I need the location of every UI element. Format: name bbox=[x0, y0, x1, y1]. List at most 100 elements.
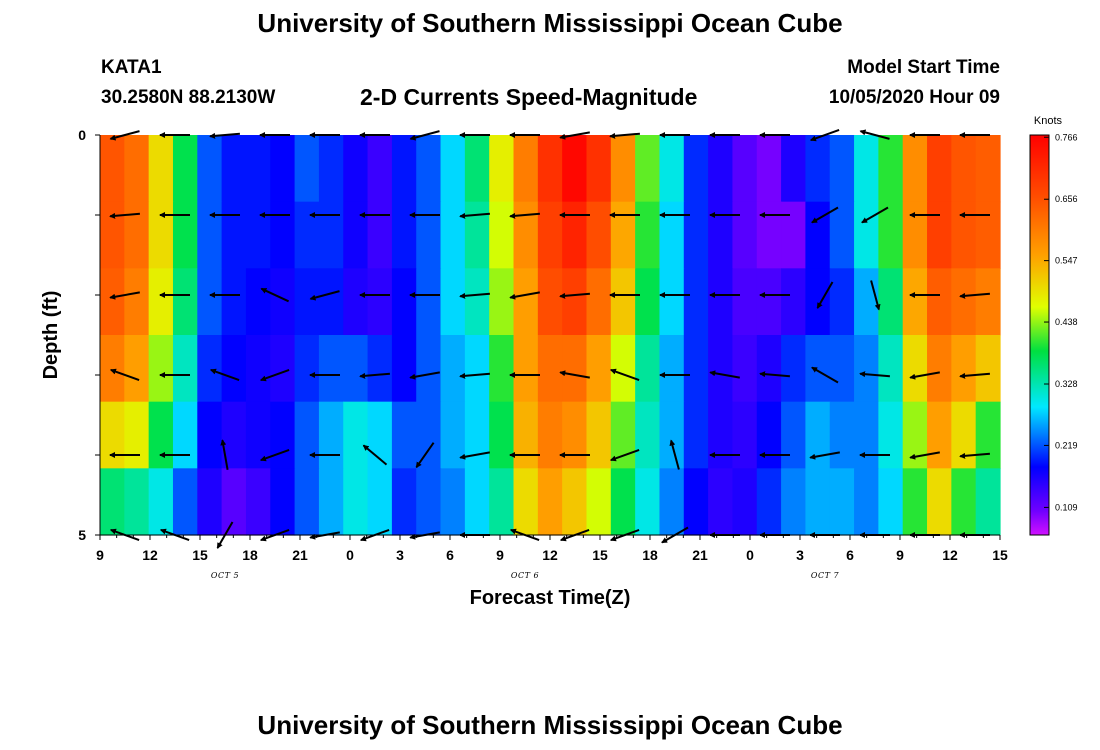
heatmap-cell bbox=[513, 468, 539, 536]
colorbar-tick-label: 0.547 bbox=[1055, 256, 1078, 266]
heatmap-cell bbox=[245, 201, 271, 269]
heatmap-cell bbox=[586, 468, 612, 536]
heatmap-cell bbox=[489, 468, 515, 536]
heatmap-cell bbox=[854, 468, 879, 536]
heatmap-cell bbox=[221, 468, 247, 536]
heatmap-cell bbox=[635, 335, 661, 403]
date-label: OCT 6 bbox=[511, 571, 539, 580]
heatmap-cell bbox=[221, 335, 247, 403]
y-axis-title: Depth (ft) bbox=[40, 291, 62, 380]
heatmap-cell bbox=[221, 268, 247, 336]
heatmap-cell bbox=[951, 401, 977, 469]
heatmap-cell bbox=[172, 268, 198, 336]
heatmap-cell bbox=[829, 401, 855, 469]
station-location: 30.2580N 88.2130W bbox=[101, 87, 276, 108]
heatmap-cell bbox=[367, 268, 393, 336]
heatmap-cell bbox=[902, 335, 928, 403]
current-arrow bbox=[859, 371, 890, 378]
heatmap-cell bbox=[829, 335, 855, 403]
heatmap-cell bbox=[659, 268, 685, 336]
heatmap-cell bbox=[635, 201, 661, 269]
heatmap-cell bbox=[805, 135, 831, 203]
x-tick-label: 3 bbox=[796, 547, 804, 563]
heatmap-cell bbox=[440, 335, 466, 403]
y-tick-label: 0 bbox=[78, 127, 86, 143]
heatmap-cell bbox=[951, 468, 977, 536]
heatmap-cell bbox=[756, 401, 782, 469]
current-arrow bbox=[459, 292, 490, 299]
heatmap-cell bbox=[537, 335, 563, 403]
x-tick-label: 15 bbox=[192, 547, 208, 563]
current-arrow bbox=[959, 452, 990, 459]
heatmap-cell bbox=[683, 335, 709, 403]
heatmap-cell bbox=[367, 401, 393, 469]
heatmap-cell bbox=[148, 135, 174, 203]
current-arrow bbox=[209, 368, 240, 382]
heatmap-cell bbox=[586, 335, 612, 403]
heatmap-cell bbox=[781, 201, 806, 269]
heatmap-cell bbox=[781, 135, 806, 203]
heatmap-cell bbox=[416, 268, 442, 336]
current-arrow bbox=[109, 130, 140, 141]
current-arrow bbox=[609, 368, 640, 382]
model-start-value: 10/05/2020 Hour 09 bbox=[828, 87, 1000, 108]
current-arrow bbox=[759, 371, 790, 378]
heatmap-cell bbox=[391, 401, 417, 469]
heatmap-cell bbox=[513, 335, 539, 403]
colorbar-tick-label: 0.219 bbox=[1055, 440, 1078, 450]
x-tick-label: 9 bbox=[896, 547, 904, 563]
heatmap-cell bbox=[708, 268, 734, 336]
current-arrow bbox=[669, 439, 680, 470]
heatmap-cell bbox=[270, 135, 296, 203]
heatmap-cell bbox=[100, 201, 125, 269]
heatmap-cell bbox=[537, 201, 563, 269]
heatmap-cell bbox=[513, 401, 539, 469]
heatmap-cell bbox=[951, 335, 977, 403]
heatmap-cell bbox=[756, 335, 782, 403]
heatmap-cell bbox=[781, 335, 806, 403]
heatmap-cell bbox=[659, 135, 685, 203]
heatmap-cell bbox=[197, 468, 223, 536]
heatmap-cell bbox=[878, 401, 904, 469]
y-tick-label: 5 bbox=[78, 527, 86, 543]
current-arrow bbox=[260, 287, 290, 303]
heatmap-cell bbox=[562, 268, 588, 336]
heatmap-cell bbox=[197, 401, 223, 469]
current-arrow bbox=[609, 132, 640, 139]
heatmap-cell bbox=[975, 468, 1001, 536]
heatmap-cell bbox=[683, 468, 709, 536]
footer-title: University of Southern Mississippi Ocean… bbox=[257, 710, 843, 740]
heatmap-cell bbox=[878, 335, 904, 403]
heatmap-cell bbox=[927, 468, 952, 536]
heatmap-cell bbox=[805, 401, 831, 469]
heatmap-cell bbox=[294, 468, 320, 536]
heatmap-cell bbox=[586, 135, 612, 203]
heatmap-cell bbox=[562, 135, 588, 203]
current-arrow bbox=[509, 291, 540, 300]
x-tick-label: 18 bbox=[642, 547, 658, 563]
heatmap-cell bbox=[245, 468, 271, 536]
heatmap-cell bbox=[148, 335, 174, 403]
heatmap-cell bbox=[367, 201, 393, 269]
heatmap-cell bbox=[270, 268, 296, 336]
heatmap-cell bbox=[732, 135, 758, 203]
heatmap-cell bbox=[878, 468, 904, 536]
x-tick-label: 15 bbox=[992, 547, 1008, 563]
heatmap-cell bbox=[975, 268, 1001, 336]
heatmap-cell bbox=[391, 468, 417, 536]
heatmap-cell bbox=[270, 201, 296, 269]
heatmap-cell bbox=[805, 201, 831, 269]
heatmap-cell bbox=[391, 135, 417, 203]
heatmap-cell bbox=[148, 468, 174, 536]
colorbar-tick-label: 0.109 bbox=[1055, 502, 1078, 512]
heatmap-cell bbox=[489, 401, 515, 469]
heatmap-cell bbox=[221, 135, 247, 203]
heatmap-cell bbox=[805, 335, 831, 403]
heatmap-cell bbox=[172, 135, 198, 203]
current-arrow bbox=[709, 370, 740, 379]
heatmap-cell bbox=[489, 201, 515, 269]
heatmap-cell bbox=[124, 401, 150, 469]
heatmap-cell bbox=[683, 135, 709, 203]
x-tick-label: 21 bbox=[692, 547, 708, 563]
x-tick-label: 3 bbox=[396, 547, 404, 563]
